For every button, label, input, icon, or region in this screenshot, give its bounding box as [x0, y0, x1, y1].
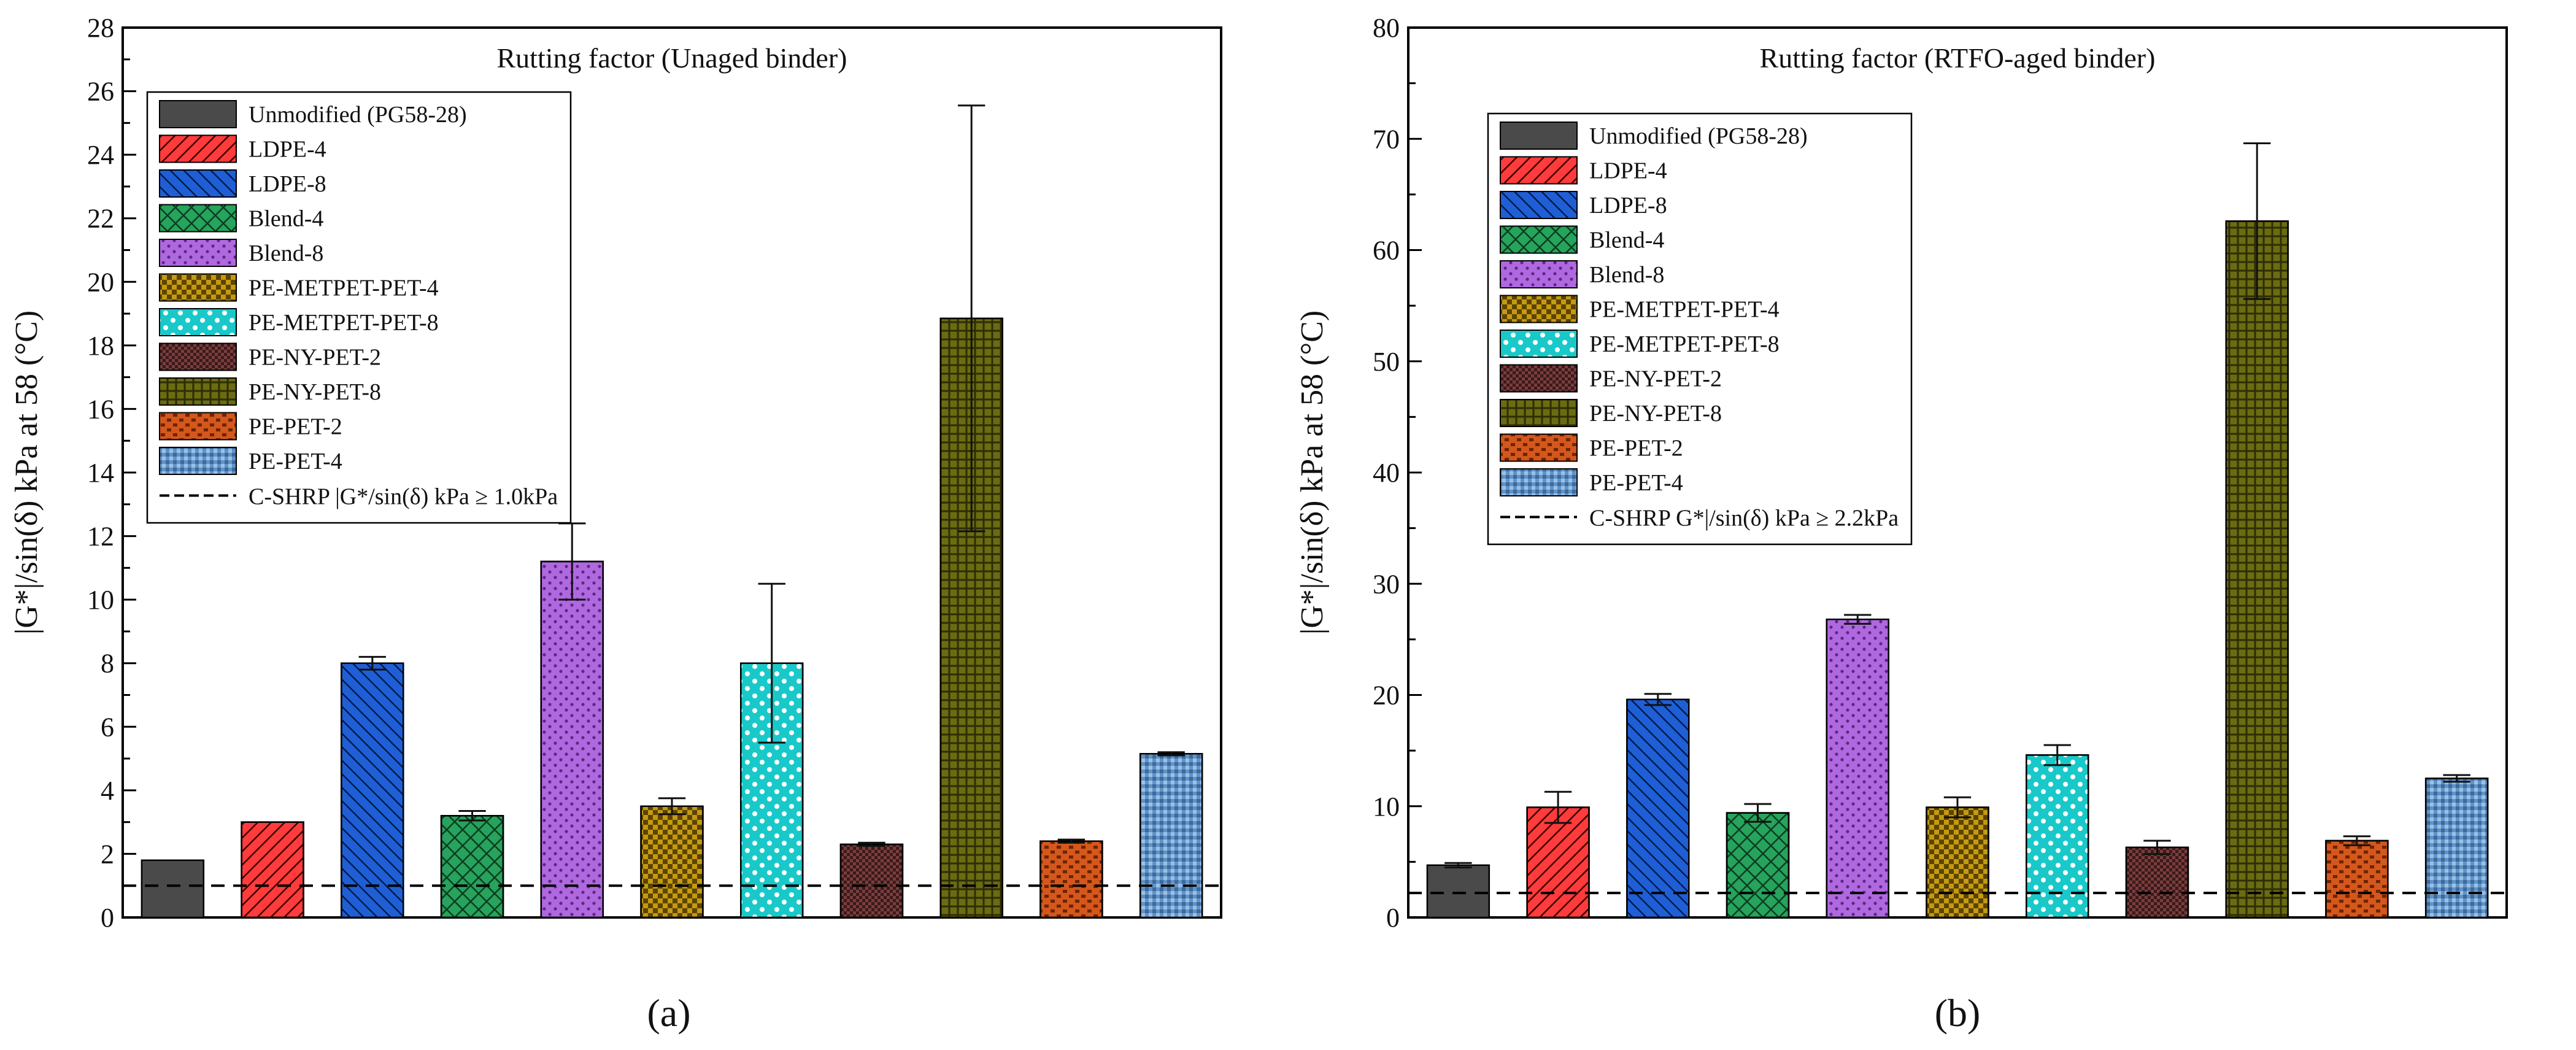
- panel-a-legend-label-9: PE-PET-2: [249, 414, 342, 440]
- panel-a-panel-label: (a): [647, 991, 690, 1035]
- panel-a-legend-label-1: LDPE-4: [249, 137, 326, 163]
- panel-b-y-tick-label: 50: [1373, 347, 1400, 377]
- panel-a-y-tick-label: 2: [101, 839, 114, 869]
- panel-a-legend-label-0: Unmodified (PG58-28): [249, 102, 467, 128]
- panel-a-y-tick-label: 16: [87, 394, 114, 424]
- panel-b-legend-swatch-pattern-2: [1500, 191, 1578, 219]
- panel-b-legend-label-3: Blend-4: [1589, 228, 1664, 253]
- panel-a-legend-swatch-pattern-1: [159, 134, 237, 163]
- panel-a-legend-label-6: PE-METPET-PET-8: [249, 310, 439, 336]
- panel-a-legend-swatch-pattern-2: [159, 169, 237, 198]
- panel-a-y-tick-label: 4: [101, 776, 114, 806]
- panel-a-y-tick-label: 18: [87, 331, 114, 361]
- panel-a-bar-pattern-3: [440, 815, 504, 919]
- panel-a-legend-reference-label: C-SHRP |G*/sin(δ) kPa ≥ 1.0kPa: [249, 484, 558, 510]
- panel-a-legend-label-8: PE-NY-PET-8: [249, 379, 381, 405]
- panel-b-legend-label-10: PE-PET-4: [1589, 470, 1683, 496]
- panel-a-legend-label-7: PE-NY-PET-2: [249, 345, 381, 371]
- panel-b-y-tick-label: 70: [1373, 124, 1400, 154]
- panel-a-bar-pattern-2: [341, 662, 404, 919]
- panel-a-legend-swatch-pattern-6: [159, 308, 237, 336]
- panel-a-legend-label-5: PE-METPET-PET-4: [249, 276, 439, 301]
- panel-a-y-tick-label: 14: [87, 458, 114, 488]
- panel-b-bar-pattern-3: [1726, 812, 1790, 919]
- panel-b-bar-pattern-10: [2424, 778, 2489, 919]
- panel-b-y-tick-label: 60: [1373, 236, 1400, 266]
- panel-a-y-tick-label: 22: [87, 204, 114, 234]
- panel-b-bar-pattern-5: [1926, 806, 1989, 919]
- panel-b-y-axis-label: |G*|/sin(δ) kPa at 58 (°C): [1295, 311, 1330, 635]
- panel-b-y-tick-label: 0: [1386, 903, 1400, 933]
- panel-a-y-tick-label: 10: [87, 585, 114, 615]
- panel-b-legend-swatch-pattern-8: [1500, 399, 1578, 427]
- panel-b-legend-label-0: Unmodified (PG58-28): [1589, 123, 1808, 149]
- panel-b-bar-0: [1426, 864, 1490, 919]
- panel-b-legend-swatch-pattern-9: [1500, 433, 1578, 462]
- panel-b-y-tick-label: 80: [1373, 13, 1400, 43]
- panel-b-legend-swatch-pattern-6: [1500, 330, 1578, 358]
- panel-b-legend-label-4: Blend-8: [1589, 262, 1664, 288]
- panel-b-legend-label-5: PE-METPET-PET-4: [1589, 297, 1780, 323]
- panel-b-y-tick-label: 30: [1373, 569, 1400, 599]
- panel-a-legend-swatch-pattern-10: [159, 447, 237, 475]
- panel-a-legend-swatch-pattern-8: [159, 377, 237, 406]
- panel-b-legend-label-6: PE-METPET-PET-8: [1589, 331, 1780, 357]
- panel-b-legend-swatch-0: [1500, 122, 1578, 150]
- panel-a-legend-label-2: LDPE-8: [249, 171, 326, 197]
- panel-b-bar-pattern-1: [1526, 806, 1590, 919]
- panel-b-legend-label-2: LDPE-8: [1589, 193, 1667, 218]
- panel-b-bar-pattern-2: [1626, 698, 1690, 919]
- panel-a-legend-swatch-pattern-7: [159, 342, 237, 371]
- panel-b-y-tick-label: 40: [1373, 458, 1400, 488]
- panel-b-legend-label-7: PE-NY-PET-2: [1589, 366, 1722, 392]
- panel-b-bar-pattern-8: [2225, 220, 2289, 919]
- panel-a-legend-swatch-pattern-5: [159, 273, 237, 302]
- panel-b-panel-label: (b): [1935, 991, 1981, 1035]
- panel-a-bar-pattern-9: [1039, 840, 1103, 919]
- panel-a-y-tick-label: 12: [87, 522, 114, 552]
- panel-b-bar-pattern-9: [2325, 840, 2389, 919]
- panel-a-legend-label-3: Blend-4: [249, 206, 323, 232]
- panel-a-y-tick-label: 6: [101, 712, 114, 742]
- panel-b-legend-swatch-pattern-10: [1500, 468, 1578, 496]
- panel-b-legend-label-8: PE-NY-PET-8: [1589, 401, 1722, 427]
- panel-a-legend-label-10: PE-PET-4: [249, 449, 342, 474]
- panel-a-bar-pattern-7: [839, 843, 904, 919]
- panel-a-y-tick-label: 20: [87, 267, 114, 297]
- panel-a-legend-label-4: Blend-8: [249, 241, 323, 266]
- panel-a-bar-pattern-1: [241, 821, 304, 919]
- panel-a-y-tick-label: 24: [87, 140, 114, 170]
- panel-b-bar-pattern-4: [1826, 619, 1889, 919]
- panel-b-bar-pattern-7: [2125, 846, 2189, 919]
- panel-b-chart-title: Rutting factor (RTFO-aged binder): [1760, 42, 2156, 74]
- panel-b-legend-reference-label: C-SHRP G*|/sin(δ) kPa ≥ 2.2kPa: [1589, 506, 1899, 531]
- panel-b-y-tick-label: 10: [1373, 792, 1400, 822]
- panel-b-legend-swatch-pattern-4: [1500, 260, 1578, 288]
- panel-a-y-tick-label: 28: [87, 13, 114, 43]
- panel-b-chart: 0 10 20 30 40 50 60 70 80 |G*|/sin(δ) kPa at 58 (…: [1295, 13, 2508, 1035]
- panel-a-legend-swatch-pattern-4: [159, 239, 237, 267]
- panel-a-legend-swatch-pattern-9: [159, 412, 237, 441]
- panel-a-bar-pattern-5: [640, 805, 704, 919]
- panel-a-bar-pattern-10: [1139, 753, 1203, 919]
- panel-a-bar-0: [141, 859, 205, 919]
- panel-a-y-tick-label: 8: [101, 649, 114, 679]
- panel-b-legend-swatch-pattern-3: [1500, 225, 1578, 254]
- panel-a-chart-title: Rutting factor (Unaged binder): [497, 42, 847, 74]
- panel-b-legend-swatch-pattern-5: [1500, 295, 1578, 323]
- panel-b-legend-label-9: PE-PET-2: [1589, 436, 1683, 461]
- panel-a-y-tick-label: 26: [87, 77, 114, 107]
- panel-b-legend-label-1: LDPE-4: [1589, 158, 1667, 184]
- panel-a-legend-swatch-pattern-3: [159, 204, 237, 233]
- panel-b-legend-swatch-pattern-7: [1500, 364, 1578, 393]
- panel-a-bar-pattern-4: [540, 560, 604, 919]
- panel-a-legend-swatch-0: [159, 100, 237, 128]
- panel-a-y-axis-label: |G*|/sin(δ) kPa at 58 (°C): [9, 311, 44, 635]
- panel-a-y-tick-label: 0: [101, 903, 114, 933]
- panel-b-y-tick-label: 20: [1373, 681, 1400, 711]
- panel-b-legend-swatch-pattern-1: [1500, 156, 1578, 185]
